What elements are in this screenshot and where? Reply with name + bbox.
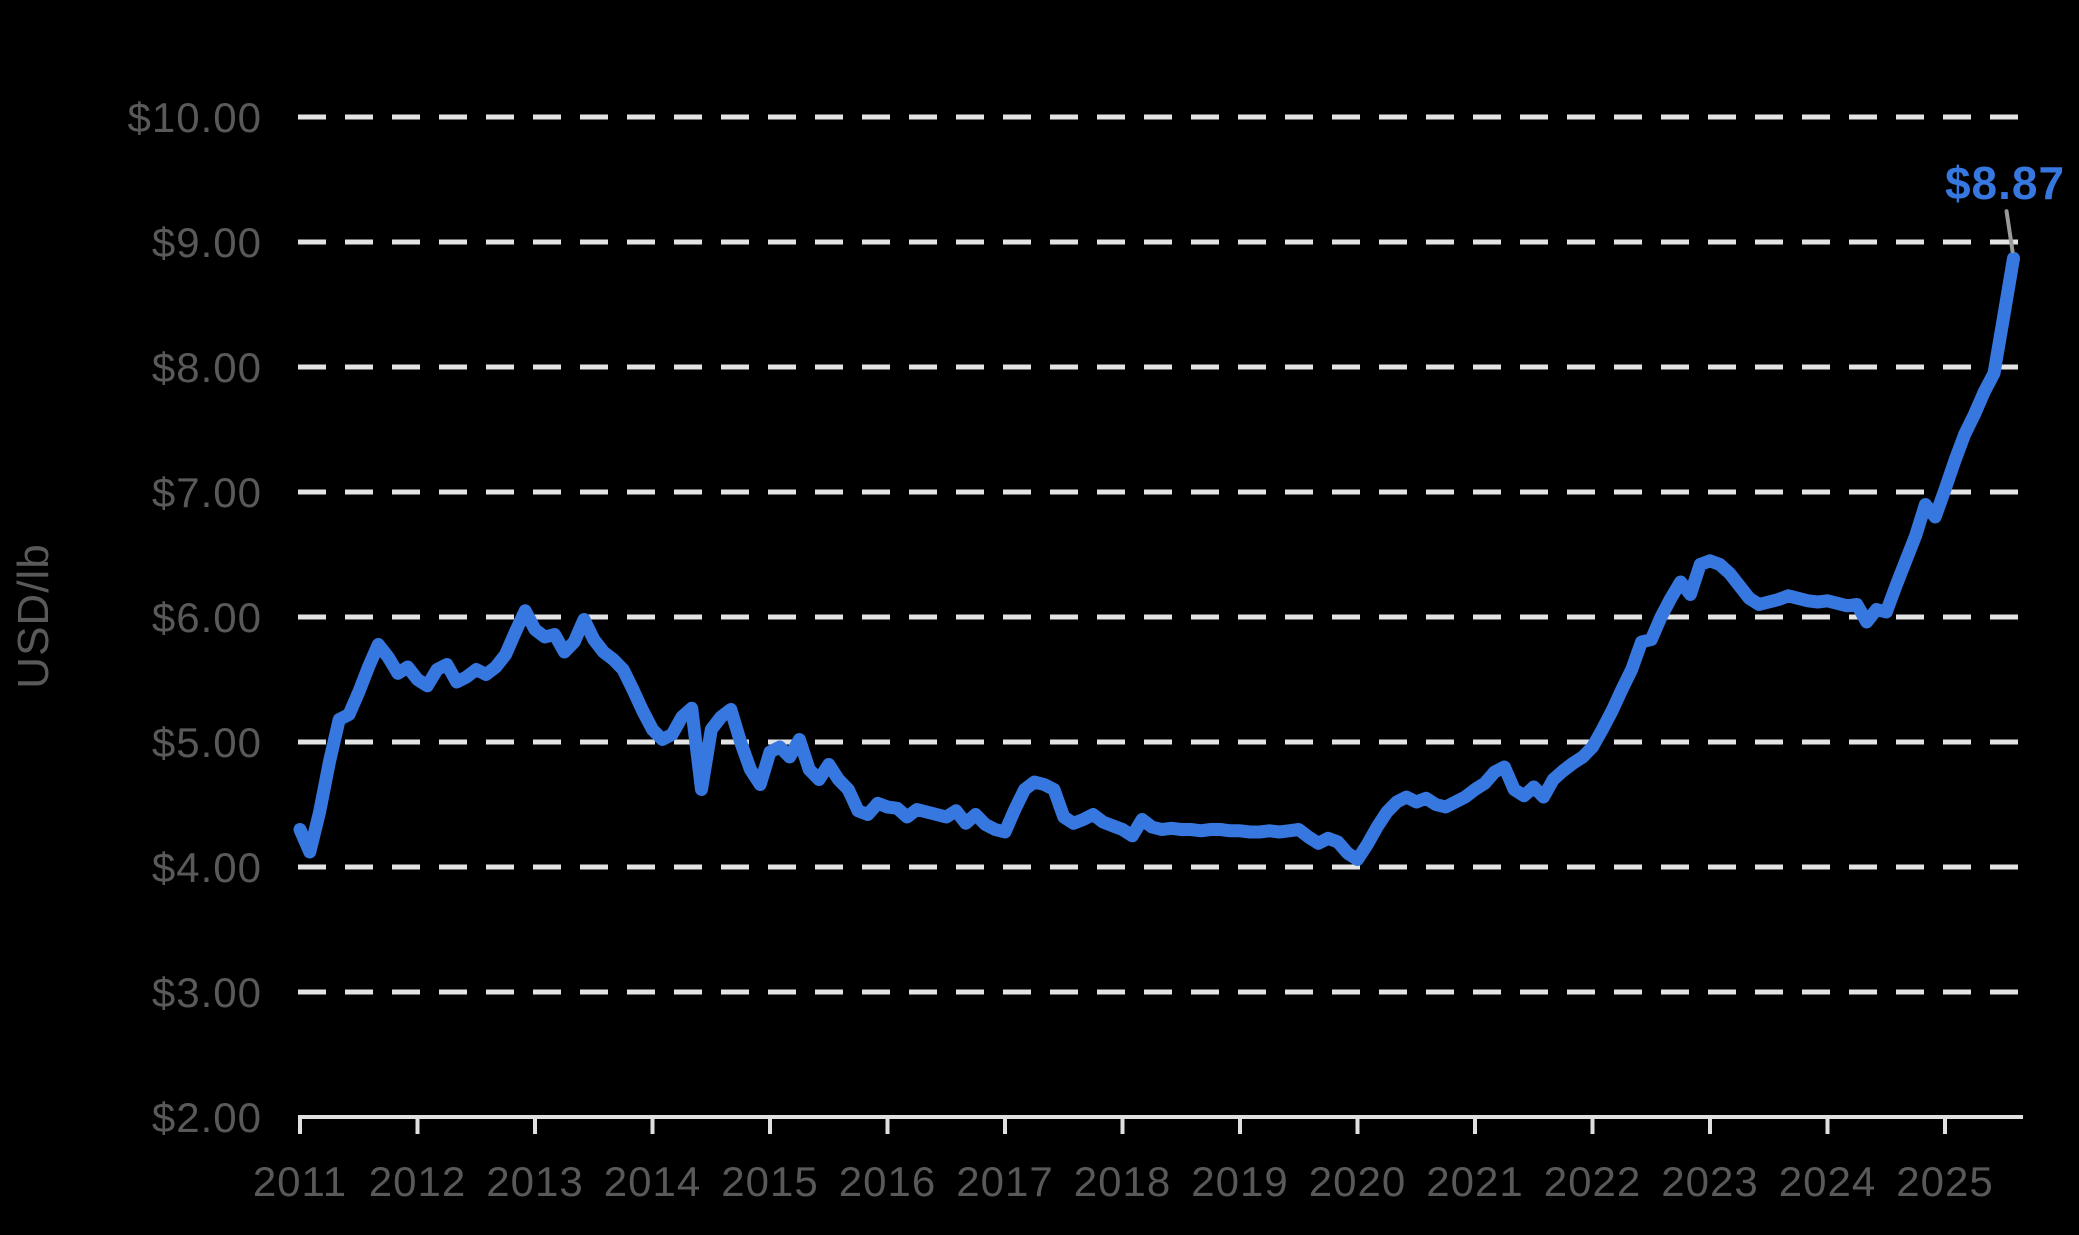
y-axis-title: USD/lb bbox=[9, 543, 58, 688]
x-tick-label: 2019 bbox=[1191, 1158, 1288, 1205]
y-tick-label: $9.00 bbox=[152, 219, 262, 266]
x-tick-label: 2023 bbox=[1661, 1158, 1758, 1205]
y-tick-label: $2.00 bbox=[152, 1094, 262, 1141]
price-line-series bbox=[293, 251, 2020, 866]
x-tick-label: 2021 bbox=[1426, 1158, 1523, 1205]
y-tick-label: $10.00 bbox=[128, 94, 262, 141]
x-tick-label: 2020 bbox=[1309, 1158, 1406, 1205]
x-tick-label: 2025 bbox=[1896, 1158, 1993, 1205]
x-tick-label: 2017 bbox=[956, 1158, 1053, 1205]
y-tick-label: $8.00 bbox=[152, 344, 262, 391]
x-axis bbox=[298, 1115, 2023, 1134]
x-tick-label: 2013 bbox=[486, 1158, 583, 1205]
y-tick-label: $6.00 bbox=[152, 594, 262, 641]
y-tick-label: $5.00 bbox=[152, 719, 262, 766]
y-tick-label: $4.00 bbox=[152, 844, 262, 891]
gridlines bbox=[298, 114, 2023, 995]
x-tick-label: 2022 bbox=[1544, 1158, 1641, 1205]
x-tick-label: 2015 bbox=[721, 1158, 818, 1205]
x-tick-label: 2024 bbox=[1779, 1158, 1876, 1205]
x-tick-label: 2012 bbox=[369, 1158, 466, 1205]
y-tick-label: $3.00 bbox=[152, 969, 262, 1016]
y-tick-labels: $10.00 $9.00 $8.00 $7.00 $6.00 $5.00 $4.00 $3.0… bbox=[128, 94, 262, 1141]
x-tick-label: 2016 bbox=[839, 1158, 936, 1205]
x-tick-label: 2014 bbox=[604, 1158, 701, 1205]
last-value-annotation: $8.87 bbox=[1945, 157, 2065, 209]
x-tick-labels: 2011 2012 2013 2014 2015 2016 2017 2018 2019 2020… bbox=[253, 1158, 1993, 1205]
x-tick-label: 2011 bbox=[253, 1158, 347, 1205]
annotation-leader-line bbox=[2004, 209, 2015, 254]
x-tick-label: 2018 bbox=[1074, 1158, 1171, 1205]
y-tick-label: $7.00 bbox=[152, 469, 262, 516]
